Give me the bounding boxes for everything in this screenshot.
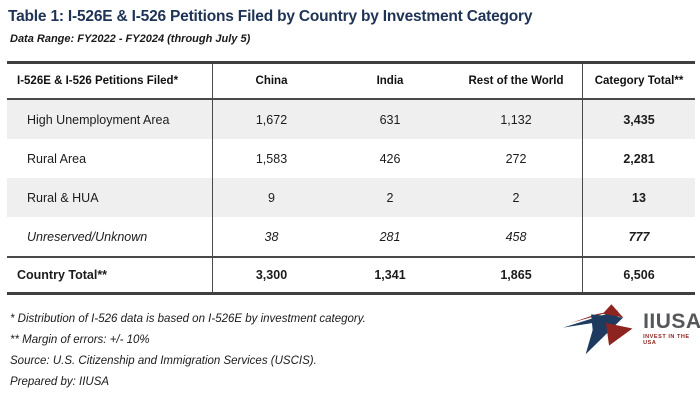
- cell-india: 631: [330, 100, 450, 139]
- page-title: Table 1: I-526E & I-526 Petitions Filed …: [8, 8, 533, 25]
- iiusa-wordmark: IIUSA: [643, 310, 700, 333]
- cell-china: 9: [212, 178, 330, 217]
- row-label: High Unemployment Area: [7, 100, 212, 139]
- row-label: Rural Area: [7, 139, 212, 178]
- cell-rest: 272: [450, 139, 582, 178]
- cell-total: 777: [582, 217, 695, 256]
- cell-china: 3,300: [212, 256, 330, 292]
- cell-rest: 458: [450, 217, 582, 256]
- cell-india: 281: [330, 217, 450, 256]
- footnote-margin: ** Margin of errors: +/- 10%: [10, 334, 150, 346]
- cell-rest: 1,132: [450, 100, 582, 139]
- cell-china: 1,672: [212, 100, 330, 139]
- footnote-distribution: * Distribution of I-526 data is based on…: [10, 313, 366, 325]
- cell-total: 2,281: [582, 139, 695, 178]
- cell-total: 3,435: [582, 100, 695, 139]
- footnote-source: Source: U.S. Citizenship and Immigration…: [10, 355, 317, 367]
- cell-rest: 1,865: [450, 256, 582, 292]
- cell-china: 1,583: [212, 139, 330, 178]
- iiusa-logo: IIUSA INVEST IN THE USA: [563, 303, 700, 357]
- row-label: Country Total**: [7, 256, 212, 292]
- iiusa-star-icon: [563, 304, 633, 355]
- header-china: China: [212, 64, 330, 100]
- iiusa-tagline: INVEST IN THE USA: [643, 334, 690, 346]
- row-label: Unreserved/Unknown: [7, 217, 212, 256]
- petitions-table: I-526E & I-526 Petitions Filed* China In…: [7, 61, 695, 295]
- header-india: India: [330, 64, 450, 100]
- row-label: Rural & HUA: [7, 178, 212, 217]
- cell-india: 1,341: [330, 256, 450, 292]
- iiusa-logo-text: IIUSA INVEST IN THE USA: [643, 310, 700, 347]
- footnotes: * Distribution of I-526 data is based on…: [10, 309, 700, 393]
- data-range-subtitle: Data Range: FY2022 - FY2024 (through Jul…: [10, 33, 251, 45]
- cell-total: 6,506: [582, 256, 695, 292]
- cell-total: 13: [582, 178, 695, 217]
- header-category-total: Category Total**: [582, 64, 695, 100]
- cell-rest: 2: [450, 178, 582, 217]
- header-rest-of-world: Rest of the World: [450, 64, 582, 100]
- header-category: I-526E & I-526 Petitions Filed*: [7, 64, 212, 100]
- cell-china: 38: [212, 217, 330, 256]
- cell-india: 2: [330, 178, 450, 217]
- footnote-prepared-by: Prepared by: IIUSA: [10, 376, 110, 388]
- cell-india: 426: [330, 139, 450, 178]
